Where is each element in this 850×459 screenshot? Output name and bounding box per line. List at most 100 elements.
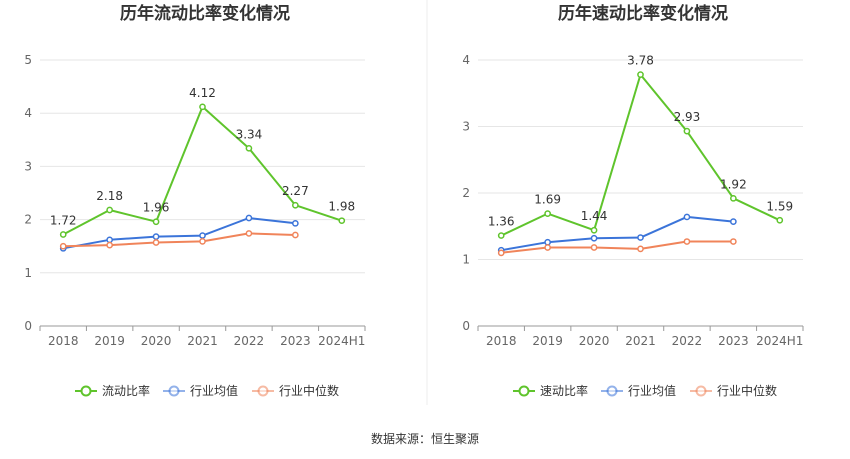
legend-marker (695, 385, 707, 397)
legend-marker (168, 385, 180, 397)
x-tick-label: 2020 (141, 334, 172, 348)
chart-title: 历年流动比率变化情况 (120, 3, 290, 24)
data-point-primary (683, 127, 691, 135)
data-point-primary (776, 216, 784, 224)
data-point-primary (152, 218, 160, 226)
legend-label: 行业均值 (628, 383, 676, 398)
data-point-industry_avg (544, 238, 551, 246)
data-point-industry_median (152, 239, 160, 246)
chart-title: 历年速动比率变化情况 (558, 3, 728, 24)
x-tick-label: 2018 (48, 334, 79, 348)
legend-marker (257, 385, 269, 397)
y-tick-label: 3 (24, 159, 32, 173)
legend-item-primary: 流动比率 (75, 383, 150, 398)
x-tick-label: 2023 (718, 334, 749, 348)
series-line-industry_avg (63, 217, 296, 250)
data-point-industry_avg (683, 213, 691, 221)
data-label: 1.98 (328, 200, 355, 214)
data-label: 1.36 (488, 215, 515, 229)
data-point-industry_median (199, 238, 206, 245)
data-label: 3.78 (627, 54, 654, 68)
legend-label: 行业均值 (190, 383, 238, 398)
y-tick-label: 3 (462, 120, 470, 134)
chart-panel-1: 历年流动比率变化情况 0 1 2 3 4 5 2018 2019 2020 2021 2022 2023… (24, 3, 366, 398)
data-point-industry_median (292, 231, 299, 239)
data-label: 1.44 (581, 209, 608, 223)
x-tick-label: 2019 (532, 334, 563, 348)
x-tick-label: 2018 (486, 334, 517, 348)
y-tick-label: 2 (24, 213, 32, 227)
legend-label: 行业中位数 (279, 383, 339, 398)
series-line-primary (62, 105, 343, 236)
data-label: 2.93 (674, 110, 701, 124)
y-tick-label: 2 (462, 186, 470, 200)
chart-panel-2: 历年速动比率变化情况 0 1 2 3 4 2018 2019 2020 2021 2022 2023 2… (462, 3, 804, 398)
data-label: 2.18 (96, 189, 123, 203)
data-point-industry_median (245, 230, 253, 237)
y-tick-label: 0 (462, 319, 470, 333)
data-point-industry_median (544, 244, 551, 251)
x-tick-label: 2022 (234, 334, 265, 348)
x-tick-label: 2022 (672, 334, 703, 348)
data-point-primary (544, 210, 551, 217)
x-tick-label: 2020 (579, 334, 610, 348)
data-point-primary (338, 217, 346, 225)
y-tick-label: 1 (24, 266, 32, 280)
legend-item-primary: 速动比率 (513, 383, 588, 398)
y-tick-label: 5 (24, 53, 32, 67)
legend-label: 流动比率 (102, 383, 150, 398)
data-point-industry_avg (292, 219, 299, 227)
data-label: 4.12 (189, 86, 216, 100)
data-label: 3.34 (236, 127, 263, 141)
y-tick-label: 4 (462, 53, 470, 67)
data-point-primary (637, 71, 644, 78)
data-label: 1.92 (720, 177, 747, 191)
legend-item-industry_avg: 行业均值 (601, 383, 676, 398)
data-point-primary (245, 144, 253, 152)
y-tick-label: 1 (462, 253, 470, 267)
series-line-industry_median (63, 232, 296, 248)
data-point-primary (590, 226, 598, 234)
data-source-label: 数据来源：恒生聚源 (371, 431, 479, 446)
data-point-industry_median (683, 238, 691, 245)
legend-item-industry_avg: 行业均值 (163, 383, 238, 398)
data-point-industry_avg (199, 232, 206, 239)
data-point-primary (497, 232, 505, 239)
data-point-industry_median (730, 238, 737, 245)
series-line-primary (500, 73, 781, 237)
data-label: 2.27 (282, 184, 309, 198)
data-point-industry_avg (245, 214, 253, 222)
data-point-industry_median (106, 241, 113, 249)
x-tick-label: 2021 (625, 334, 656, 348)
legend-label: 速动比率 (540, 383, 588, 398)
data-point-industry_avg (152, 233, 160, 240)
data-label: 1.72 (50, 213, 77, 227)
data-point-industry_avg (637, 234, 644, 241)
data-point-industry_median (59, 242, 67, 250)
legend-marker (606, 385, 618, 397)
legend-item-industry_median: 行业中位数 (252, 383, 339, 398)
data-point-primary (106, 206, 113, 214)
x-tick-label: 2024H1 (318, 334, 365, 348)
data-point-primary (59, 231, 67, 238)
legend-marker (80, 385, 92, 397)
data-point-industry_median (590, 244, 598, 251)
data-point-primary (199, 103, 206, 111)
data-label: 1.59 (766, 199, 793, 213)
x-tick-label: 2024H1 (756, 334, 803, 348)
x-tick-label: 2019 (94, 334, 125, 348)
data-label: 1.96 (143, 201, 170, 215)
series-line-industry_avg (501, 215, 734, 252)
series-line-industry_median (501, 240, 734, 254)
data-point-primary (292, 201, 299, 209)
data-point-industry_avg (730, 218, 737, 225)
data-point-industry_median (637, 245, 644, 253)
data-point-industry_avg (590, 234, 598, 242)
y-tick-label: 4 (24, 106, 32, 120)
y-tick-label: 0 (24, 319, 32, 333)
data-point-industry_avg (106, 236, 113, 244)
data-point-primary (730, 194, 737, 202)
data-label: 1.69 (534, 193, 561, 207)
